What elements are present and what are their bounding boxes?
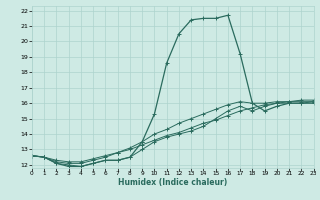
X-axis label: Humidex (Indice chaleur): Humidex (Indice chaleur) <box>118 178 228 187</box>
